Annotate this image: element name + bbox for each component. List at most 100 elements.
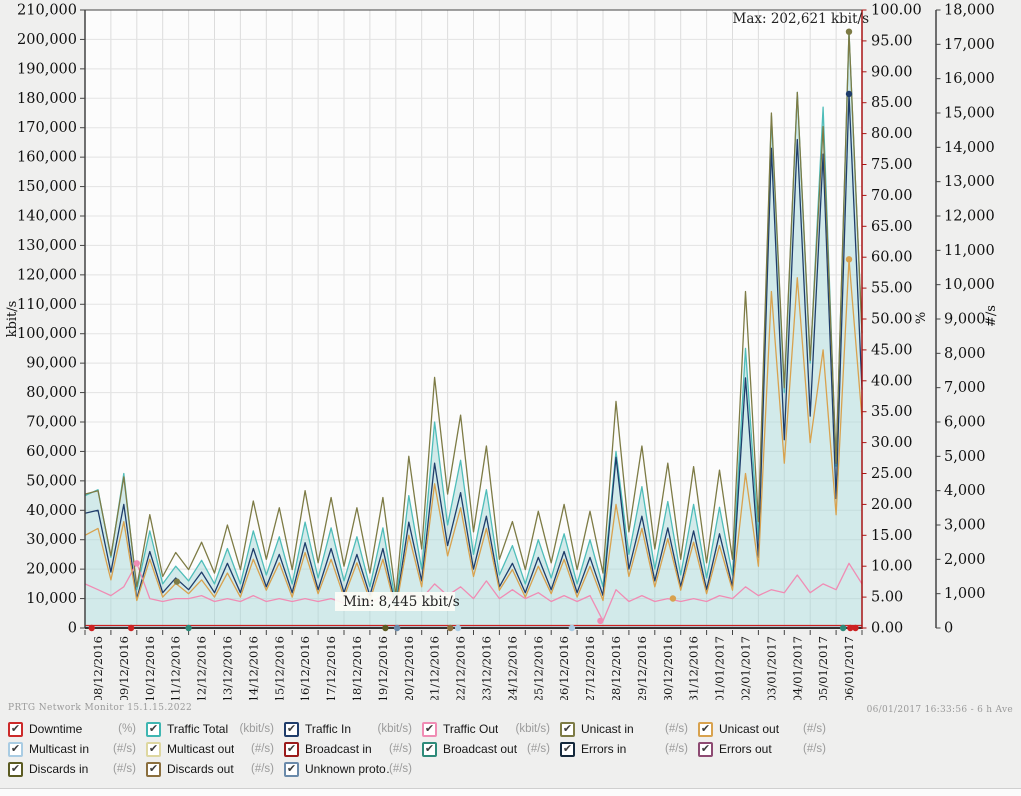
rate-axis-tick-label: 7,000 [944,380,986,396]
data-point-marker [669,595,677,602]
legend-item-traffic-in[interactable]: ✔ Traffic In (kbit/s) [284,721,422,737]
data-point-marker [185,624,192,632]
x-axis-date-label: 30/12/2016 [661,636,675,700]
checkmark-icon: ✔ [424,742,435,755]
chart-canvas: 0 10,000 20,000 30,000 40,000 50,000 60,000 70,… [5,3,999,703]
min-annotation-bg [335,592,455,611]
legend-checkbox-traffic-total[interactable]: ✔ [146,721,161,737]
series-line-traffic-out [84,562,863,622]
data-point-marker [845,28,853,35]
percent-axis-tick-label: 75.00 [871,157,913,173]
legend-checkbox-multicast-out[interactable]: ✔ [146,741,161,757]
max-annotation: Max: 202,621 kbit/s [733,11,870,27]
legend-item-broadcast-in[interactable]: ✔ Broadcast in (#/s) [284,741,422,757]
x-axis-date-label: 28/12/2016 [609,636,623,700]
x-axis-date-label: 02/01/2017 [739,636,753,700]
legend-unit: (#/s) [803,743,826,755]
legend-item-traffic-total[interactable]: ✔ Traffic Total (kbit/s) [146,721,284,737]
legend-label: Broadcast out [443,742,518,756]
rate-axis-tick-label: 3,000 [944,518,986,534]
data-point-marker [133,560,140,567]
rate-axis-tick-label: 2,000 [944,552,986,568]
legend-item-multicast-in[interactable]: ✔ Multicast in (#/s) [8,741,146,757]
legend-checkbox-traffic-in[interactable]: ✔ [284,721,299,737]
legend-row: ✔ Multicast in (#/s) ✔ Multicast out (#/s) ✔ Br… [8,739,836,759]
checkmark-icon: ✔ [10,722,21,735]
legend-row: ✔ Downtime (%) ✔ Traffic Total (kbit/s) ✔ Traff… [8,719,836,739]
left-axis-tick-label: 200,000 [17,32,77,48]
left-axis-tick-label: 110,000 [17,297,77,313]
data-point-marker [173,578,181,585]
legend-label: Downtime [29,722,83,736]
data-point-marker [852,624,859,632]
left-axis-tick-label: 170,000 [17,120,77,136]
min-annotation: Min: 8,445 kbit/s [343,594,460,610]
traffic-chart: 0 10,000 20,000 30,000 40,000 50,000 60,000 70,… [5,3,999,703]
legend-item-multicast-out[interactable]: ✔ Multicast out (#/s) [146,741,284,757]
legend-item-unicast-out[interactable]: ✔ Unicast out (#/s) [698,721,836,737]
rate-axis-tick-label: 14,000 [944,140,995,156]
legend-checkbox-multicast-in[interactable]: ✔ [8,741,23,757]
checkmark-icon: ✔ [286,722,297,735]
x-axis-date-label: 06/01/2017 [842,636,856,700]
legend-checkbox-discards-out[interactable]: ✔ [146,761,161,777]
legend-item-traffic-out[interactable]: ✔ Traffic Out (kbit/s) [422,721,560,737]
percent-axis-title: % [914,312,929,324]
legend-checkbox-unicast-out[interactable]: ✔ [698,721,713,737]
x-axis-date-label: 21/12/2016 [428,636,442,700]
legend-checkbox-traffic-out[interactable]: ✔ [422,721,437,737]
legend-label: Unicast in [581,722,634,736]
percent-axis-tick-label: 10.00 [871,559,913,575]
percent-axis-tick-label: 20.00 [871,497,913,513]
legend-checkbox-unknown-proto[interactable]: ✔ [284,761,299,777]
data-point-marker [454,624,462,632]
prtg-version-text: PRTG Network Monitor 15.1.15.2022 [8,703,193,713]
legend-item-errors-out[interactable]: ✔ Errors out (#/s) [698,741,836,757]
rate-axis-tick-label: 1,000 [944,586,986,602]
legend-unit: (%) [118,723,136,735]
data-point-marker [393,624,401,632]
checkmark-icon: ✔ [148,762,159,775]
legend-unit: (kbit/s) [377,723,413,735]
left-axis-tick-label: 160,000 [17,150,77,166]
legend-checkbox-unicast-in[interactable]: ✔ [560,721,575,737]
legend-item-downtime[interactable]: ✔ Downtime (%) [8,721,146,737]
x-axis-date-label: 26/12/2016 [557,636,571,700]
rate-axis-title: #/s [984,305,999,327]
legend-item-unknown-proto[interactable]: ✔ Unknown proto… (#/s) [284,761,422,777]
legend-item-errors-in[interactable]: ✔ Errors in (#/s) [560,741,698,757]
legend-item-broadcast-out[interactable]: ✔ Broadcast out (#/s) [422,741,560,757]
left-axis-tick-label: 130,000 [17,238,77,254]
legend-item-discards-out[interactable]: ✔ Discards out (#/s) [146,761,284,777]
legend-checkbox-broadcast-out[interactable]: ✔ [422,741,437,757]
left-axis-tick-label: 30,000 [26,532,77,548]
legend-label: Traffic Out [443,722,499,736]
legend-label: Traffic In [305,722,352,736]
legend-item-unicast-in[interactable]: ✔ Unicast in (#/s) [560,721,698,737]
legend-unit: (#/s) [113,763,136,775]
x-axis-date-label: 10/12/2016 [143,636,157,700]
rate-axis-tick-label: 8,000 [944,346,986,362]
left-axis-tick-label: 190,000 [17,61,77,77]
legend-checkbox-errors-out[interactable]: ✔ [698,741,713,757]
legend-checkbox-errors-in[interactable]: ✔ [560,741,575,757]
rate-axis-tick-label: 10,000 [944,277,995,293]
data-point-marker [845,90,853,98]
data-point-marker [847,624,854,632]
x-axis-date-label: 09/12/2016 [117,636,131,700]
x-axis-date-label: 17/12/2016 [324,636,338,700]
percent-axis-tick-label: 25.00 [871,466,913,482]
legend-checkbox-discards-in[interactable]: ✔ [8,761,23,777]
percent-axis-tick-label: 30.00 [871,435,913,451]
legend-checkbox-broadcast-in[interactable]: ✔ [284,741,299,757]
series-line-traffic-total [84,31,863,604]
checkmark-icon: ✔ [286,762,297,775]
percent-axis-tick-label: 35.00 [871,404,913,420]
legend-unit: (#/s) [665,743,688,755]
legend-label: Discards out [167,762,234,776]
legend-item-discards-in[interactable]: ✔ Discards in (#/s) [8,761,146,777]
percent-axis-tick-label: 85.00 [871,95,913,111]
rate-axis-tick-label: 11,000 [944,243,995,259]
legend-checkbox-downtime[interactable]: ✔ [8,721,23,737]
percent-axis-tick-label: 80.00 [871,126,913,142]
